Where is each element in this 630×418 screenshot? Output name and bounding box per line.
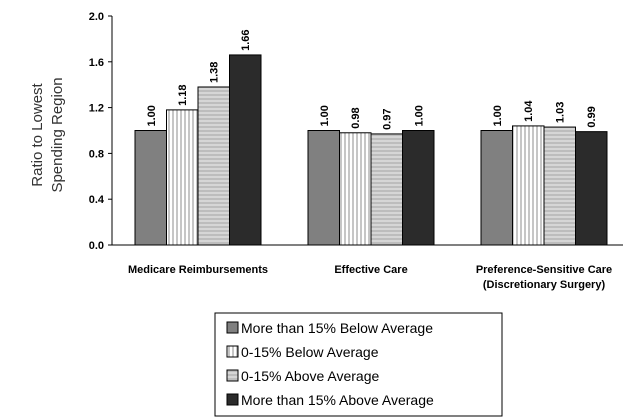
bar — [480, 130, 513, 246]
legend-label: More than 15% Below Average — [241, 320, 433, 336]
data-label: 1.66 — [240, 30, 252, 51]
y-tick-label: 0.4 — [89, 194, 105, 206]
bar — [543, 126, 576, 246]
x-axis: Medicare Reimbursements Effective Care Pre… — [112, 244, 623, 291]
category-label: (Discretionary Surgery) — [483, 279, 606, 291]
legend-swatch — [226, 345, 239, 358]
bar — [575, 131, 608, 246]
y-tick-label: 0.0 — [89, 240, 104, 252]
y-tick-label: 2.0 — [89, 11, 104, 23]
data-label: 0.98 — [350, 107, 362, 128]
data-label: 1.04 — [523, 100, 535, 122]
legend-box — [214, 312, 503, 417]
data-label: 1.00 — [319, 105, 331, 126]
legend-swatch — [226, 369, 239, 382]
data-label: 0.97 — [382, 109, 394, 130]
y-tick-label: 1.6 — [89, 57, 104, 69]
bar — [370, 133, 403, 246]
category-label: Effective Care — [334, 264, 407, 276]
legend-swatch — [226, 321, 239, 334]
bar — [229, 54, 262, 246]
data-label: 1.38 — [209, 62, 221, 83]
category-label: Preference-Sensitive Care — [476, 264, 612, 276]
bar — [402, 130, 435, 246]
y-axis-title-line: Ratio to Lowest — [29, 82, 46, 186]
y-axis-title: Ratio to Lowest Spending Region — [29, 77, 66, 192]
data-labels: 1.00 1.18 1.38 1.66 1.00 0.98 0.97 1.00 1.00 1.04… — [146, 30, 599, 130]
bar — [307, 130, 340, 246]
legend: More than 15% Below Average 0-15% Below A… — [214, 312, 503, 417]
bar — [339, 132, 372, 246]
bar — [166, 109, 199, 246]
bar — [134, 130, 167, 246]
data-label: 1.03 — [555, 102, 567, 123]
legend-label: 0-15% Above Average — [241, 368, 380, 384]
bar — [512, 125, 545, 246]
bars — [134, 54, 608, 246]
data-label: 1.00 — [492, 105, 504, 126]
category-label: Medicare Reimbursements — [128, 264, 268, 276]
legend-label: More than 15% Above Average — [241, 392, 434, 408]
y-tick-label: 1.2 — [89, 103, 104, 115]
legend-swatch — [226, 393, 239, 406]
data-label: 1.00 — [413, 105, 425, 126]
data-label: 0.99 — [586, 106, 598, 127]
y-axis-title-line: Spending Region — [49, 77, 66, 192]
legend-label: 0-15% Below Average — [241, 344, 379, 360]
y-axis: 0.0 0.4 0.8 1.2 1.6 2.0 — [89, 11, 113, 252]
data-label: 1.00 — [146, 105, 158, 126]
bar — [197, 86, 230, 246]
data-label: 1.18 — [177, 84, 189, 105]
y-tick-label: 0.8 — [89, 148, 104, 160]
